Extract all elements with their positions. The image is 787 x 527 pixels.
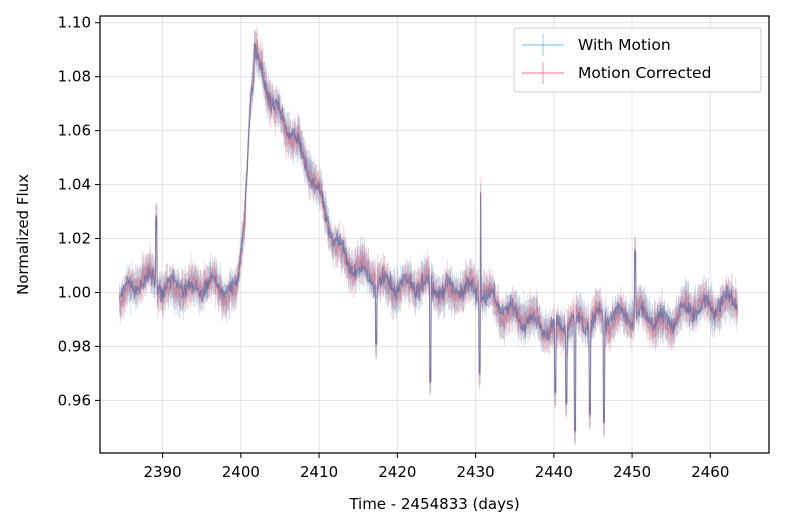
overlap-line	[119, 43, 738, 431]
x-tick-label: 2420	[378, 463, 416, 481]
series-overlap	[119, 43, 738, 431]
legend-label-with-motion: With Motion	[578, 36, 671, 54]
y-tick-label: 0.96	[58, 391, 91, 409]
plot-area	[119, 26, 739, 446]
x-tick-label: 2390	[144, 463, 182, 481]
y-axis-label: Normalized Flux	[14, 174, 32, 295]
x-tick-label: 2430	[456, 463, 494, 481]
x-tick-label: 2410	[300, 463, 338, 481]
legend-label-motion-corrected: Motion Corrected	[578, 64, 711, 82]
x-tick-label: 2450	[613, 463, 651, 481]
y-tick-label: 1.00	[58, 283, 91, 301]
legend-entry-motion-corrected: Motion Corrected	[522, 62, 711, 84]
x-tick-label: 2460	[691, 463, 729, 481]
y-tick-label: 1.02	[58, 230, 91, 248]
legend-entry-with-motion: With Motion	[522, 34, 671, 56]
x-tick-label: 2400	[222, 463, 260, 481]
y-tick-label: 1.04	[58, 176, 91, 194]
legend-box	[513, 27, 762, 93]
legend: With Motion Motion Corrected	[513, 27, 762, 93]
x-axis-label: Time - 2454833 (days)	[348, 495, 519, 513]
x-tick-label: 2440	[535, 463, 573, 481]
y-tick-label: 1.10	[58, 14, 91, 32]
axes-frame	[99, 15, 770, 454]
y-tick-label: 1.06	[58, 122, 91, 140]
ticks: 2390 2400 2410 2420 2430 2440 2450 2460 0.96 0.98…	[58, 14, 730, 481]
y-tick-label: 0.98	[58, 337, 91, 355]
y-tick-label: 1.08	[58, 68, 91, 86]
